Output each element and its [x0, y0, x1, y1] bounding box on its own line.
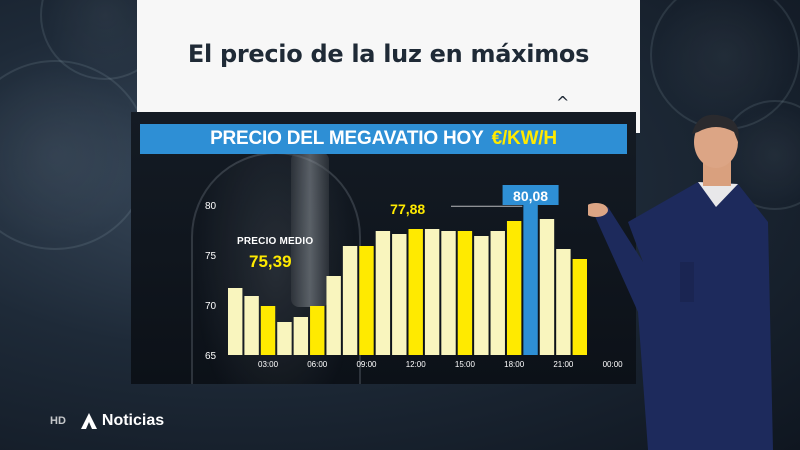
bar [342, 246, 358, 355]
bar [539, 219, 555, 355]
bar [228, 288, 243, 355]
bar [490, 231, 505, 355]
x-tick-label: 15:00 [455, 360, 476, 369]
y-tick-label: 65 [205, 351, 217, 362]
max-value-label: 80,08 [513, 188, 548, 204]
banner-unit: €/KW/H [491, 128, 558, 149]
banner-title: PRECIO DEL MEGAVATIO HOY [210, 128, 484, 149]
bulb-filament-image [291, 152, 329, 307]
bar [293, 317, 309, 355]
x-tick-label: 21:00 [553, 360, 574, 369]
background-bulb-left [0, 60, 150, 250]
x-tick-label: 03:00 [258, 360, 279, 369]
peak-value-label: 77,88 [390, 201, 425, 217]
news-brand: Noticias [101, 412, 165, 429]
chart-screen: 65 70 75 80 03:00 06:00 09:00 12:00 15:00 18:00 21… [131, 112, 636, 384]
bar [326, 276, 341, 355]
x-tick-label: 18:00 [504, 360, 525, 369]
max-value-box [502, 185, 559, 205]
bar [572, 259, 587, 355]
chart-banner: PRECIO DEL MEGAVATIO HOY €/KW/H [140, 124, 627, 154]
hd-badge: HD [50, 415, 66, 427]
bar [244, 296, 259, 355]
bar [506, 221, 522, 355]
bar [359, 246, 374, 355]
y-tick-label: 80 [205, 201, 217, 212]
antena3-logo-icon [80, 413, 97, 429]
y-tick-label: 75 [205, 251, 217, 262]
bar [556, 249, 571, 355]
average-label: PRECIO MEDIO [237, 236, 314, 247]
headline: El precio de la luz en máximos [187, 40, 590, 68]
price-bar-chart: 65 70 75 80 03:00 06:00 09:00 12:00 15:00 18:00 21… [205, 185, 624, 369]
x-tick-label: 00:00 [603, 360, 624, 369]
bar [441, 231, 456, 355]
bar [310, 306, 325, 355]
presenter-figure [588, 114, 773, 450]
caret-icon: ^ [556, 93, 570, 112]
news-logo: Noticias [80, 412, 164, 430]
bar [523, 204, 538, 355]
average-value: 75,39 [249, 252, 292, 271]
x-tick-label: 12:00 [406, 360, 427, 369]
channel-watermark: HD Noticias [50, 410, 164, 432]
bar [260, 306, 276, 355]
bar [392, 234, 407, 355]
bar [408, 229, 423, 355]
bar [375, 231, 391, 355]
headline-card: El precio de la luz en máximos ^ [137, 0, 640, 133]
bar [424, 229, 440, 355]
bar [277, 322, 292, 355]
bar [457, 231, 473, 355]
x-tick-label: 09:00 [356, 360, 377, 369]
bar [474, 236, 489, 355]
y-tick-label: 70 [205, 301, 217, 312]
x-tick-label: 06:00 [307, 360, 328, 369]
